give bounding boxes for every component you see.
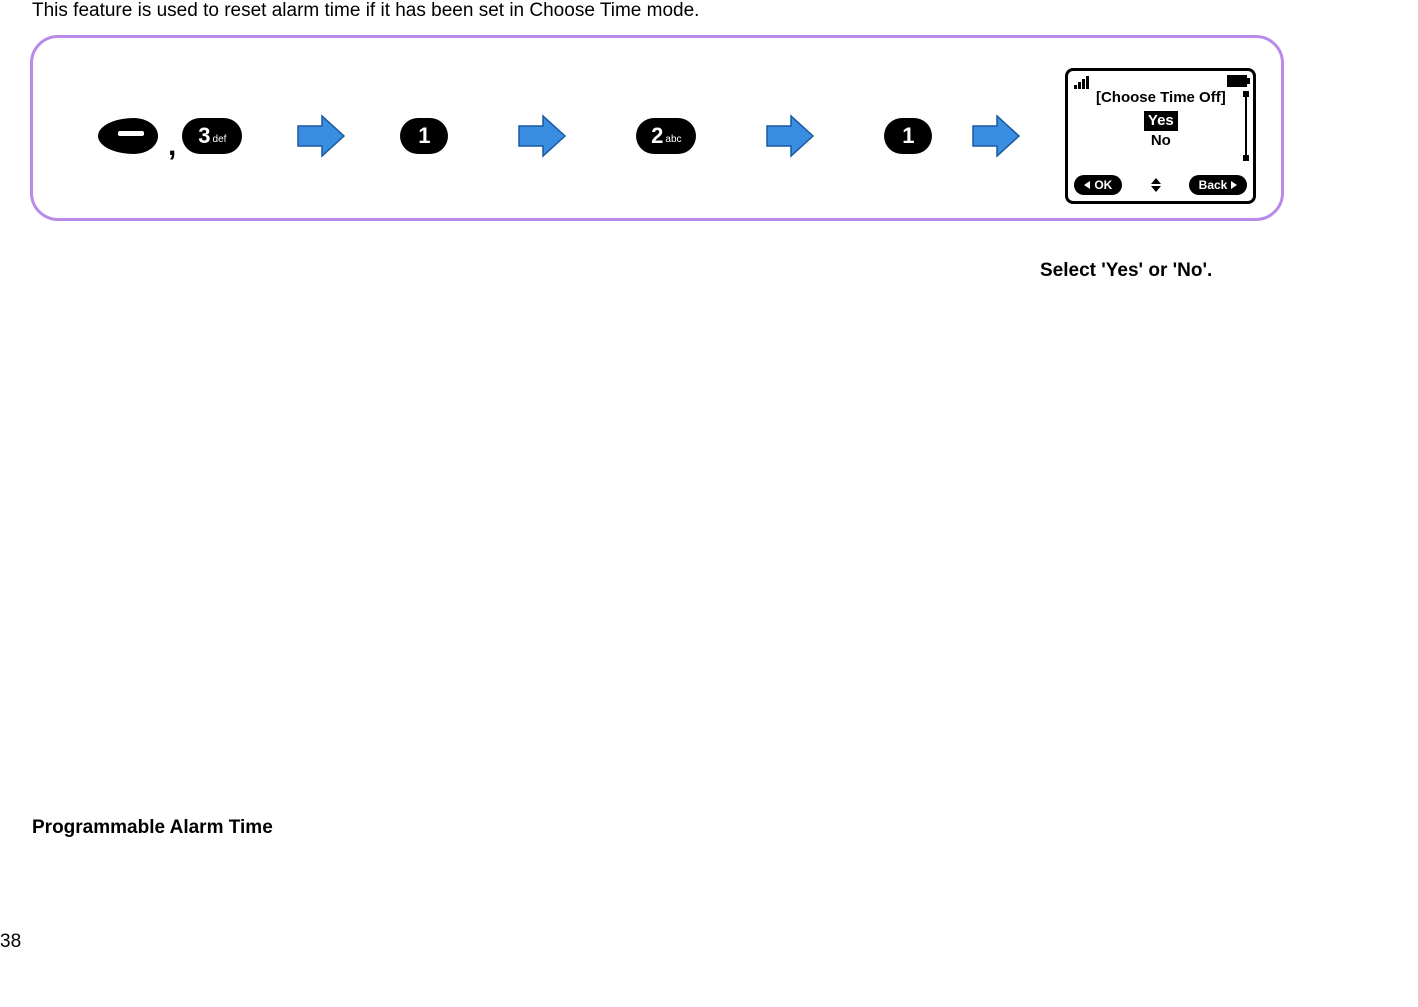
spacer	[448, 136, 503, 137]
flow-diagram: , 3 def 1	[30, 35, 1284, 221]
keypad-1-icon: 1	[400, 118, 448, 154]
separator-comma: ,	[168, 129, 176, 163]
screen-title: [Choose Time Off]	[1068, 89, 1253, 106]
softkey-bar: OK Back	[1074, 173, 1247, 197]
spacer	[360, 136, 400, 137]
spacer	[696, 136, 751, 137]
option-no[interactable]: No	[1147, 131, 1175, 151]
option-yes[interactable]: Yes	[1144, 111, 1178, 131]
phone-screen: [Choose Time Off] Yes No OK	[1065, 68, 1256, 204]
arrow-icon	[517, 114, 567, 158]
keypad-2-digit: 2	[651, 123, 663, 149]
screen-options: Yes No	[1068, 111, 1253, 151]
keypad-1-digit: 1	[902, 123, 914, 149]
scrollbar-icon	[1243, 91, 1249, 161]
softkey-ok-label: OK	[1094, 178, 1112, 192]
menu-key-icon	[33, 118, 158, 154]
flow-row: , 3 def 1	[33, 66, 1281, 206]
keypad-2-sub: abc	[665, 134, 681, 145]
keypad-3-digit: 3	[198, 123, 210, 149]
section-heading: Programmable Alarm Time	[32, 817, 273, 839]
softkey-back-label: Back	[1199, 178, 1228, 192]
screen-caption: Select 'Yes' or 'No'.	[1040, 260, 1212, 282]
softkey-ok[interactable]: OK	[1074, 175, 1122, 195]
arrow-icon	[296, 114, 346, 158]
keypad-3-icon: 3 def	[182, 118, 242, 154]
arrow-icon	[971, 114, 1021, 158]
status-bar	[1074, 75, 1247, 89]
signal-icon	[1074, 76, 1089, 89]
spacer	[581, 136, 636, 137]
keypad-1-digit: 1	[418, 123, 430, 149]
page-number: 38	[0, 931, 21, 953]
nav-updown-icon[interactable]	[1149, 175, 1163, 195]
arrow-icon	[765, 114, 815, 158]
keypad-3-sub: def	[213, 134, 227, 145]
battery-icon	[1227, 75, 1247, 87]
spacer	[242, 136, 282, 137]
spacer	[829, 136, 884, 137]
spacer	[932, 136, 957, 137]
keypad-1-icon: 1	[884, 118, 932, 154]
keypad-2-icon: 2 abc	[636, 118, 696, 154]
intro-text: This feature is used to reset alarm time…	[32, 0, 699, 22]
softkey-back[interactable]: Back	[1189, 175, 1248, 195]
